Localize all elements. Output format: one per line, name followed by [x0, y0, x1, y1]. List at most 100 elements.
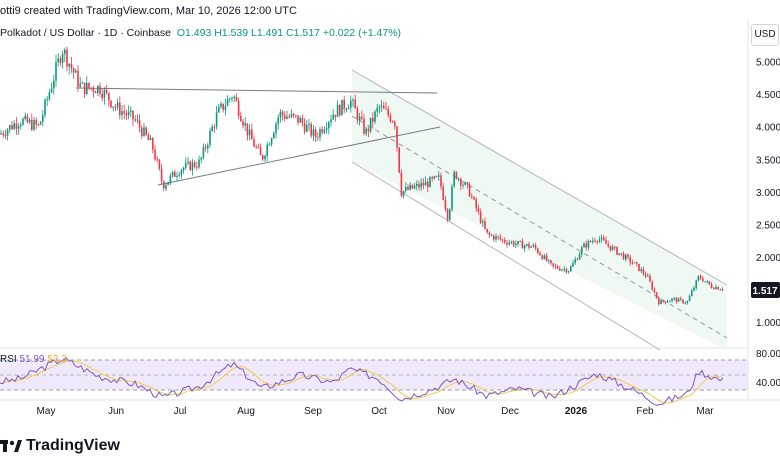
candle-body — [433, 176, 436, 179]
candle-body — [20, 124, 22, 127]
candle-body — [372, 117, 374, 122]
ohlc-close: C1.517 — [286, 27, 320, 39]
candle-body — [431, 177, 433, 179]
candle-body — [600, 237, 603, 240]
rsi-legend[interactable]: RSI 51.99 53.3 — [0, 354, 67, 365]
ohlc-change: +0.022 (+1.47%) — [322, 27, 402, 39]
symbol-name[interactable]: Polkadot / US Dollar · 1D · Coinbase — [0, 27, 171, 39]
candle-body — [464, 182, 466, 185]
candle-body — [79, 83, 81, 87]
candle-body — [523, 245, 526, 249]
candle-body — [130, 110, 132, 112]
candle-body — [539, 252, 541, 256]
candle-body — [365, 128, 367, 134]
candle-body — [594, 240, 596, 242]
candle-body — [279, 111, 282, 118]
candle-body — [4, 134, 7, 136]
footer-brand: TradingView — [26, 437, 120, 454]
candle-body — [640, 269, 642, 272]
candle-body — [189, 161, 191, 171]
candle-body — [70, 63, 73, 69]
candle-body — [636, 262, 638, 264]
candle-body — [290, 113, 293, 117]
candle-body — [281, 111, 284, 116]
candle-body — [482, 221, 484, 223]
candle-body — [145, 127, 147, 135]
price-tick-label: 4.000 — [756, 123, 780, 134]
ohlc-high: H1.539 — [214, 27, 249, 39]
candle-body — [561, 269, 563, 271]
candle-body — [108, 92, 110, 101]
candle-body — [132, 110, 134, 120]
rsi-axis: 80.00 40.00 — [756, 349, 780, 389]
candle-body — [185, 162, 187, 168]
candle-body — [72, 68, 75, 73]
candle-body — [416, 183, 418, 187]
candle-body — [466, 182, 469, 185]
candle-body — [105, 89, 108, 93]
candle-body — [336, 105, 339, 117]
candle-body — [251, 129, 253, 140]
price-tick-label: 1.000 — [756, 318, 780, 329]
candle-body — [160, 168, 163, 182]
currency-button[interactable]: USD — [751, 24, 779, 46]
candle-body — [574, 259, 576, 263]
candle-body — [273, 133, 275, 139]
candle-body — [374, 111, 376, 122]
candle-body — [28, 119, 31, 123]
candle-body — [90, 87, 92, 89]
candle-body — [451, 186, 453, 210]
candle-body — [53, 80, 55, 89]
candle-body — [675, 298, 678, 302]
candle-body — [147, 134, 150, 140]
candle-body — [589, 240, 592, 242]
candle-body — [653, 289, 656, 293]
price-tick-label: 3.000 — [756, 188, 780, 199]
candle-body — [171, 171, 174, 176]
candle-body — [354, 99, 356, 109]
candle-body — [363, 118, 365, 134]
candle-body — [59, 58, 62, 63]
candle-body — [134, 119, 136, 121]
candle-body — [182, 167, 185, 171]
candle-body — [440, 175, 442, 187]
candle-body — [127, 111, 130, 116]
candle-body — [237, 100, 240, 116]
candle-body — [704, 281, 706, 283]
candle-body — [255, 146, 257, 148]
candle-body — [200, 157, 202, 160]
candle-body — [620, 253, 623, 255]
candle-body — [677, 298, 680, 302]
candle-body — [559, 268, 561, 271]
candle-body — [352, 99, 354, 101]
time-tick-label: Mar — [696, 406, 714, 417]
candle-body — [405, 187, 407, 191]
candle-body — [15, 123, 18, 129]
candle-body — [180, 170, 183, 175]
candle-body — [570, 266, 572, 272]
candle-body — [94, 91, 97, 94]
footer-logo[interactable]: TradingView — [0, 437, 120, 455]
candle-body — [556, 266, 559, 269]
candle-body — [218, 106, 220, 113]
candle-body — [664, 301, 667, 303]
candle-body — [119, 102, 121, 116]
candle-body — [550, 260, 552, 264]
candle-body — [695, 280, 697, 288]
candle-body — [528, 243, 530, 248]
candle-body — [717, 286, 719, 290]
candle-body — [268, 144, 271, 146]
candle-body — [686, 301, 689, 304]
candle-body — [253, 139, 255, 147]
candle-body — [424, 181, 427, 186]
candle-body — [713, 287, 715, 290]
candle-body — [616, 247, 618, 255]
candle-body — [114, 106, 117, 108]
candle-body — [88, 82, 90, 88]
candle-body — [453, 171, 455, 187]
candle-body — [31, 119, 33, 130]
candle-body — [75, 70, 77, 73]
candle-body — [407, 187, 409, 190]
candle-body — [306, 125, 308, 132]
